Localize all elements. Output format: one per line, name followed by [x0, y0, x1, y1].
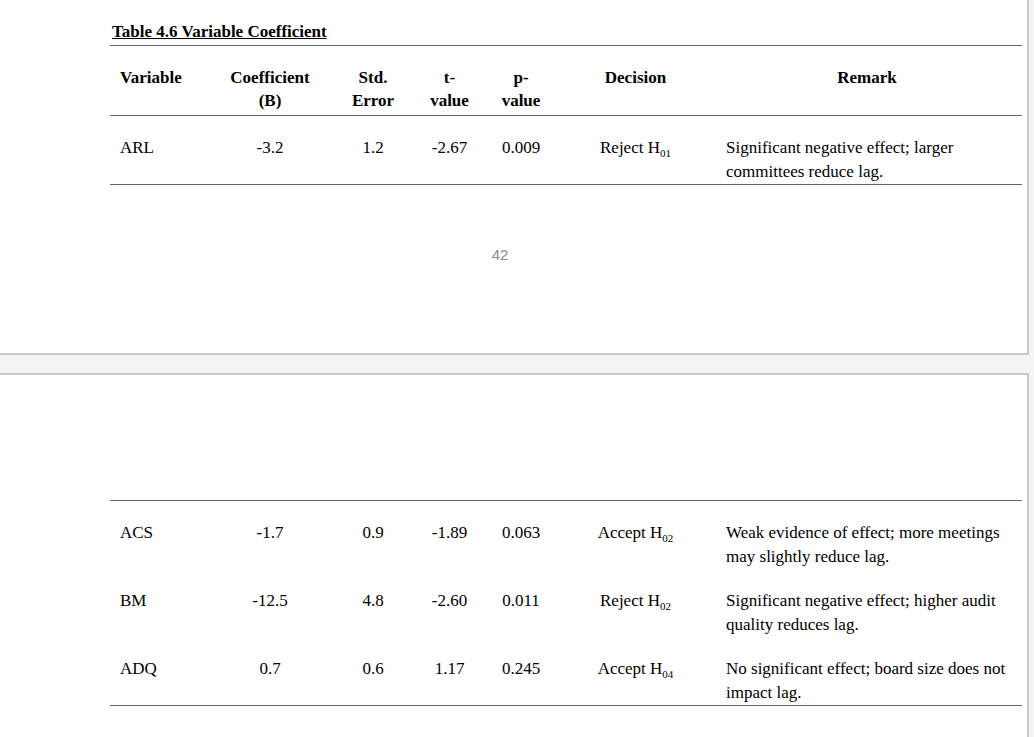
table-header-row: Variable Coefficient (B) Std. Error t- v… [110, 46, 1022, 116]
cell-decision: Reject H01 [559, 116, 712, 185]
page-gap [0, 355, 1034, 373]
cell-std-error: 0.6 [330, 637, 416, 706]
coefficient-table-continued: ACS -1.7 0.9 -1.89 0.063 Accept H02 Weak… [110, 500, 1022, 706]
cell-decision: Accept H04 [559, 637, 712, 706]
hypothesis-subscript: 01 [660, 147, 671, 159]
table-row: ADQ 0.7 0.6 1.17 0.245 Accept H04 No sig… [110, 637, 1022, 706]
cell-remark: Significant negative effect; larger comm… [712, 116, 1022, 185]
header-variable: Variable [110, 46, 210, 116]
cell-p-value: 0.009 [483, 116, 559, 185]
cell-coefficient: -12.5 [210, 569, 330, 637]
cell-coefficient: -3.2 [210, 116, 330, 185]
cell-p-value: 0.011 [483, 569, 559, 637]
document-page-2[interactable]: ACS -1.7 0.9 -1.89 0.063 Accept H02 Weak… [0, 373, 1029, 737]
page-number: 42 [0, 246, 1000, 263]
cell-t-value: 1.17 [416, 637, 483, 706]
header-p-value: p- value [483, 46, 559, 116]
cell-remark: Weak evidence of effect; more meetings m… [712, 501, 1022, 570]
cell-variable: ACS [110, 501, 210, 570]
cell-std-error: 0.9 [330, 501, 416, 570]
table-row: ARL -3.2 1.2 -2.67 0.009 Reject H01 Sign… [110, 116, 1022, 185]
table-row: ACS -1.7 0.9 -1.89 0.063 Accept H02 Weak… [110, 501, 1022, 570]
hypothesis-subscript: 04 [662, 668, 673, 680]
cell-decision: Accept H02 [559, 501, 712, 570]
header-std-error: Std. Error [330, 46, 416, 116]
cell-t-value: -2.67 [416, 116, 483, 185]
header-decision: Decision [559, 46, 712, 116]
cell-remark: Significant negative effect; higher audi… [712, 569, 1022, 637]
cell-coefficient: 0.7 [210, 637, 330, 706]
cell-std-error: 4.8 [330, 569, 416, 637]
header-coefficient: Coefficient (B) [210, 46, 330, 116]
cell-variable: ADQ [110, 637, 210, 706]
table-title: Table 4.6 Variable Coefficient [112, 22, 327, 42]
header-remark: Remark [712, 46, 1022, 116]
cell-variable: BM [110, 569, 210, 637]
document-viewer: Table 4.6 Variable Coefficient Variable … [0, 0, 1034, 737]
hypothesis-subscript: 02 [660, 600, 671, 612]
cell-variable: ARL [110, 116, 210, 185]
header-t-value: t- value [416, 46, 483, 116]
hypothesis-subscript: 02 [662, 532, 673, 544]
document-page-1[interactable]: Table 4.6 Variable Coefficient Variable … [0, 0, 1029, 355]
cell-t-value: -2.60 [416, 569, 483, 637]
cell-p-value: 0.063 [483, 501, 559, 570]
table-row: BM -12.5 4.8 -2.60 0.011 Reject H02 Sign… [110, 569, 1022, 637]
cell-decision: Reject H02 [559, 569, 712, 637]
cell-p-value: 0.245 [483, 637, 559, 706]
cell-t-value: -1.89 [416, 501, 483, 570]
cell-coefficient: -1.7 [210, 501, 330, 570]
cell-std-error: 1.2 [330, 116, 416, 185]
cell-remark: No significant effect; board size does n… [712, 637, 1022, 706]
coefficient-table: Variable Coefficient (B) Std. Error t- v… [110, 45, 1022, 185]
